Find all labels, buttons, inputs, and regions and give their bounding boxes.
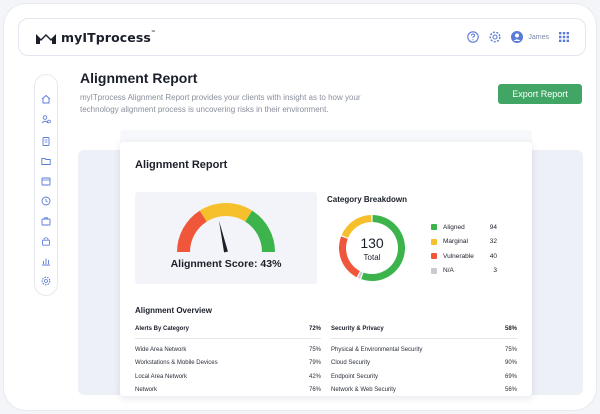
table-row: Local Area Network 42%	[135, 373, 321, 380]
category-breakdown-title: Category Breakdown	[327, 195, 408, 204]
table-row: Workstations & Mobile Devices 79%	[135, 360, 321, 367]
lock-icon[interactable]	[40, 235, 52, 247]
alerts-by-category-table: Alerts By Category 72% Wide Area Network…	[135, 326, 321, 396]
users-icon[interactable]	[40, 113, 52, 125]
export-report-button[interactable]: Export Report	[498, 84, 582, 104]
table-row: Physical & Environmental Security 75%	[331, 346, 517, 353]
table-row: Wide Area Network 75%	[135, 346, 321, 353]
brand-logo[interactable]: myITprocess™	[35, 30, 156, 45]
user-name[interactable]: James	[528, 33, 549, 41]
table-row: Network & Web Security 56%	[331, 387, 517, 394]
app-frame: myITprocess™ James	[4, 4, 596, 410]
logo-mark-icon	[36, 33, 56, 44]
donut-total-label: Total	[363, 253, 381, 262]
report-card: Alignment Report Alignment Score: 43% Ca…	[120, 142, 532, 396]
legend-item-aligned: Aligned 94	[431, 220, 497, 235]
top-navigation-bar: myITprocess™ James	[18, 18, 586, 56]
sidebar-settings-icon[interactable]	[40, 275, 52, 287]
table-row: Endpoint Security 69%	[331, 373, 517, 380]
page-description: myITprocess Alignment Report provides yo…	[80, 93, 361, 114]
home-icon[interactable]	[40, 93, 52, 105]
legend-item-vulnerable: Vulnerable 40	[431, 249, 497, 264]
donut-slice-marginal	[341, 215, 372, 238]
briefcase-icon[interactable]	[40, 215, 52, 227]
donut-slice-aligned	[361, 215, 405, 281]
alignment-gauge	[177, 203, 275, 253]
table-row: Cloud Security 90%	[331, 360, 517, 367]
legend-item-na: N/A 3	[431, 264, 497, 279]
legend-swatch-marginal	[431, 238, 437, 245]
alignment-gauge-panel: Alignment Score: 43%	[135, 192, 317, 284]
legend-swatch-aligned	[431, 224, 437, 231]
category-legend: Aligned 94 Marginal 32 Vulnerable 40 N/A…	[431, 220, 497, 278]
clock-icon[interactable]	[40, 195, 52, 207]
legend-swatch-vulnerable	[431, 253, 437, 260]
clipboard-icon[interactable]	[40, 135, 52, 147]
brand-name: myITprocess™	[61, 30, 157, 45]
sidebar	[34, 74, 58, 296]
category-donut-chart	[339, 215, 405, 281]
donut-slice-na	[357, 271, 363, 279]
settings-icon[interactable]	[488, 30, 502, 44]
calendar-icon[interactable]	[40, 175, 52, 187]
gauge-needle	[219, 220, 228, 253]
table-row: Network 76%	[135, 387, 321, 394]
gauge-segment-red	[177, 210, 208, 253]
page-title: Alignment Report	[80, 70, 198, 86]
help-icon[interactable]	[466, 30, 480, 44]
donut-slice-vulnerable	[339, 236, 360, 278]
donut-total-number: 130	[360, 235, 384, 251]
table-header: Alerts By Category 72%	[135, 326, 321, 339]
gauge-segment-green	[244, 210, 275, 253]
gauge-segment-yellow	[199, 203, 253, 222]
user-avatar-icon[interactable]	[510, 30, 524, 44]
alignment-overview-title: Alignment Overview	[135, 306, 212, 315]
legend-item-marginal: Marginal 32	[431, 235, 497, 250]
apps-grid-icon[interactable]	[557, 30, 571, 44]
alignment-score-label: Alignment Score: 43%	[170, 258, 282, 270]
folder-icon[interactable]	[40, 155, 52, 167]
report-title: Alignment Report	[135, 159, 228, 171]
chart-icon[interactable]	[40, 255, 52, 267]
security-privacy-table: Security & Privacy 58% Physical & Enviro…	[331, 326, 517, 396]
legend-swatch-na	[431, 267, 437, 274]
table-header: Security & Privacy 58%	[331, 326, 517, 339]
